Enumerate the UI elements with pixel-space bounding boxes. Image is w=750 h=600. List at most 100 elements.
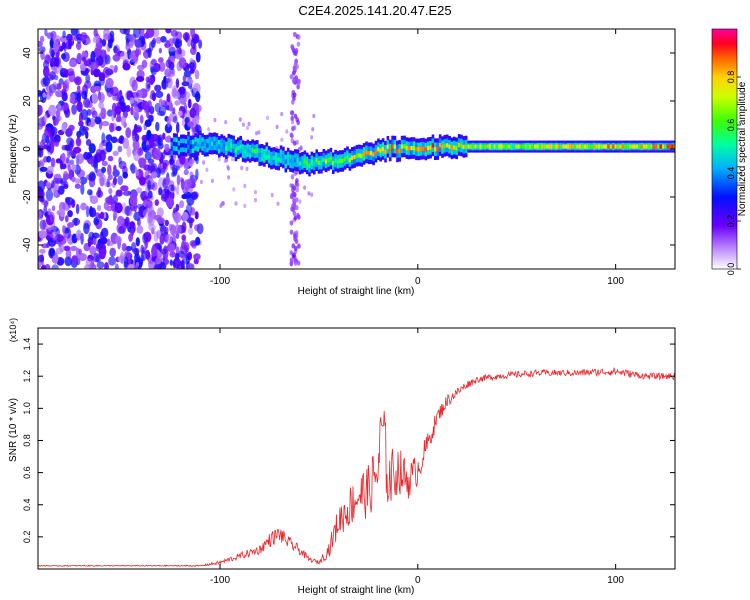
spectrogram-noise-cell	[107, 164, 112, 176]
colorbar-gradient	[711, 28, 738, 270]
spectrogram-noise-cell	[94, 85, 102, 92]
spectrogram-noise-cell	[43, 65, 50, 78]
spectrogram-noise-cell	[150, 171, 158, 179]
spectrogram-noise-cell	[148, 223, 157, 231]
spectrogram-noise-cell	[292, 92, 297, 98]
spectrogram-noise-cell	[122, 62, 131, 71]
spectrogram-ridge-cell	[320, 160, 323, 165]
spectrogram-noise-cell	[71, 104, 77, 115]
spectrogram-noise-cell	[165, 234, 173, 245]
spectrogram-noise-cell	[104, 54, 111, 65]
spectrogram-noise-cell	[65, 157, 70, 164]
spectrogram-noise-cell	[133, 29, 141, 38]
spectrogram-noise-cell	[80, 64, 86, 72]
snr-ytick-label: 0.8	[22, 434, 32, 447]
spectrogram-noise-cell	[91, 92, 98, 104]
spectrogram-noise-cell	[55, 90, 64, 98]
spectrogram-noise-cell	[49, 248, 55, 257]
spectrogram-noise-cell	[157, 142, 164, 150]
spectrogram-ridge-cell	[529, 144, 532, 149]
spectrogram-noise-cell	[174, 224, 182, 235]
spectrogram-ridge-cell	[502, 144, 506, 149]
spectrogram-noise-cell	[132, 139, 140, 151]
spectrogram-noise-cell	[124, 216, 130, 228]
spectrogram-noise-cell	[292, 201, 297, 207]
spectrogram-ridge-cell	[310, 160, 314, 165]
spectrogram-noise-cell	[108, 256, 117, 266]
spectrogram-noise-cell	[169, 102, 173, 112]
spectrogram-noise-cell	[61, 152, 66, 162]
spectrogram-noise-cell	[226, 166, 230, 171]
spectrogram-noise-cell	[96, 261, 105, 269]
spectrogram-ridge-cell	[305, 161, 309, 166]
spectrogram-noise-cell	[133, 106, 140, 118]
spectrogram-noise-cell	[167, 71, 176, 77]
spectrogram-noise-cell	[65, 197, 74, 206]
snr-ytick-label: 0.4	[22, 498, 32, 511]
spectrogram-ridge-cell	[210, 141, 214, 146]
spectrogram-noise-cell	[46, 155, 52, 163]
spectrogram-noise-cell	[151, 133, 159, 142]
snr-ticks	[38, 328, 675, 569]
spectrogram-noise-cell	[291, 191, 296, 197]
spectrogram-ridge-cell	[493, 144, 496, 149]
spectrogram-noise-cell	[111, 110, 115, 122]
spectrogram-noise-cell	[135, 237, 140, 247]
spectrogram-noise-cell	[307, 191, 311, 196]
spectrogram-noise-cell	[101, 38, 107, 47]
spectrogram-noise-cell	[291, 207, 295, 213]
spectrogram-ridge-cell	[398, 148, 401, 153]
spectrogram-noise-cell	[74, 183, 81, 189]
spectrogram-noise-cell	[44, 126, 52, 138]
spectrogram-noise-cell	[131, 79, 138, 92]
spectrogram-noise-cell	[110, 86, 119, 97]
spectrogram-ridge-cell	[222, 144, 226, 149]
spectrogram-ridge-cell	[474, 144, 477, 149]
spectrogram-noise-cell	[114, 235, 122, 245]
spectrogram-noise-cell	[122, 137, 130, 150]
spectrogram-noise-cell	[134, 133, 140, 142]
spectrogram-noise-cell	[83, 60, 90, 67]
spectrogram-noise-cell	[135, 76, 145, 82]
spectrogram-noise-cell	[155, 121, 160, 132]
spectrogram-noise-cell	[190, 29, 196, 39]
spectrogram-ridge-cell	[251, 148, 254, 153]
spectrogram-ridge-cell	[550, 144, 553, 149]
spectrogram-noise-cell	[127, 264, 135, 269]
spectrogram-noise-cell	[174, 31, 183, 40]
spectrogram-noise-cell	[67, 222, 75, 228]
spectrogram-noise-cell	[96, 189, 104, 198]
colorbar-tick-label: 0.6	[726, 119, 736, 132]
spectrogram-noise-cell	[147, 47, 152, 58]
spectrogram-ridge-cell	[348, 157, 352, 163]
spectrogram-y-axis-label: Frequency (Hz)	[8, 115, 19, 184]
spectrogram-ytick-label: 40	[22, 47, 33, 59]
spectrogram-ridge-cell	[367, 151, 371, 156]
spectrogram-noise-cell	[38, 40, 43, 47]
spectrogram-ridge-cell	[638, 144, 641, 149]
spectrogram-noise-cell	[181, 81, 190, 87]
spectrogram-noise-cell	[87, 158, 94, 165]
spectrogram-noise-cell	[190, 192, 198, 201]
spectrogram-noise-cell	[190, 207, 196, 216]
spectrogram-ridge-cell	[481, 144, 485, 149]
spectrogram-noise-cell	[49, 71, 56, 80]
spectrogram-ridge-cell	[170, 146, 174, 151]
spectrogram-ridge-cell	[540, 144, 544, 149]
spectrogram-noise-cell	[158, 57, 164, 64]
spectrogram-noise-cell	[289, 110, 294, 116]
spectrogram-noise-cell	[243, 183, 247, 189]
spectrogram-noise-cell	[145, 249, 151, 260]
spectrogram-noise-cell	[53, 173, 62, 182]
spectrogram-noise-cell	[289, 132, 294, 138]
spectrogram-noise-cell	[119, 29, 128, 35]
spectrogram-ridge-cell	[616, 144, 620, 149]
spectrogram-ridge-cell	[329, 156, 333, 161]
spectrogram-noise-cell	[59, 208, 66, 218]
spectrogram-noise-cell	[294, 245, 298, 251]
spectrogram-noise-cell	[168, 61, 175, 71]
spectrogram-xtick-label: 0	[415, 276, 421, 287]
spectrogram-ridge-cell	[647, 144, 651, 149]
spectrogram-noise-cell	[51, 230, 58, 241]
spectrogram-noise-cell	[164, 143, 170, 153]
